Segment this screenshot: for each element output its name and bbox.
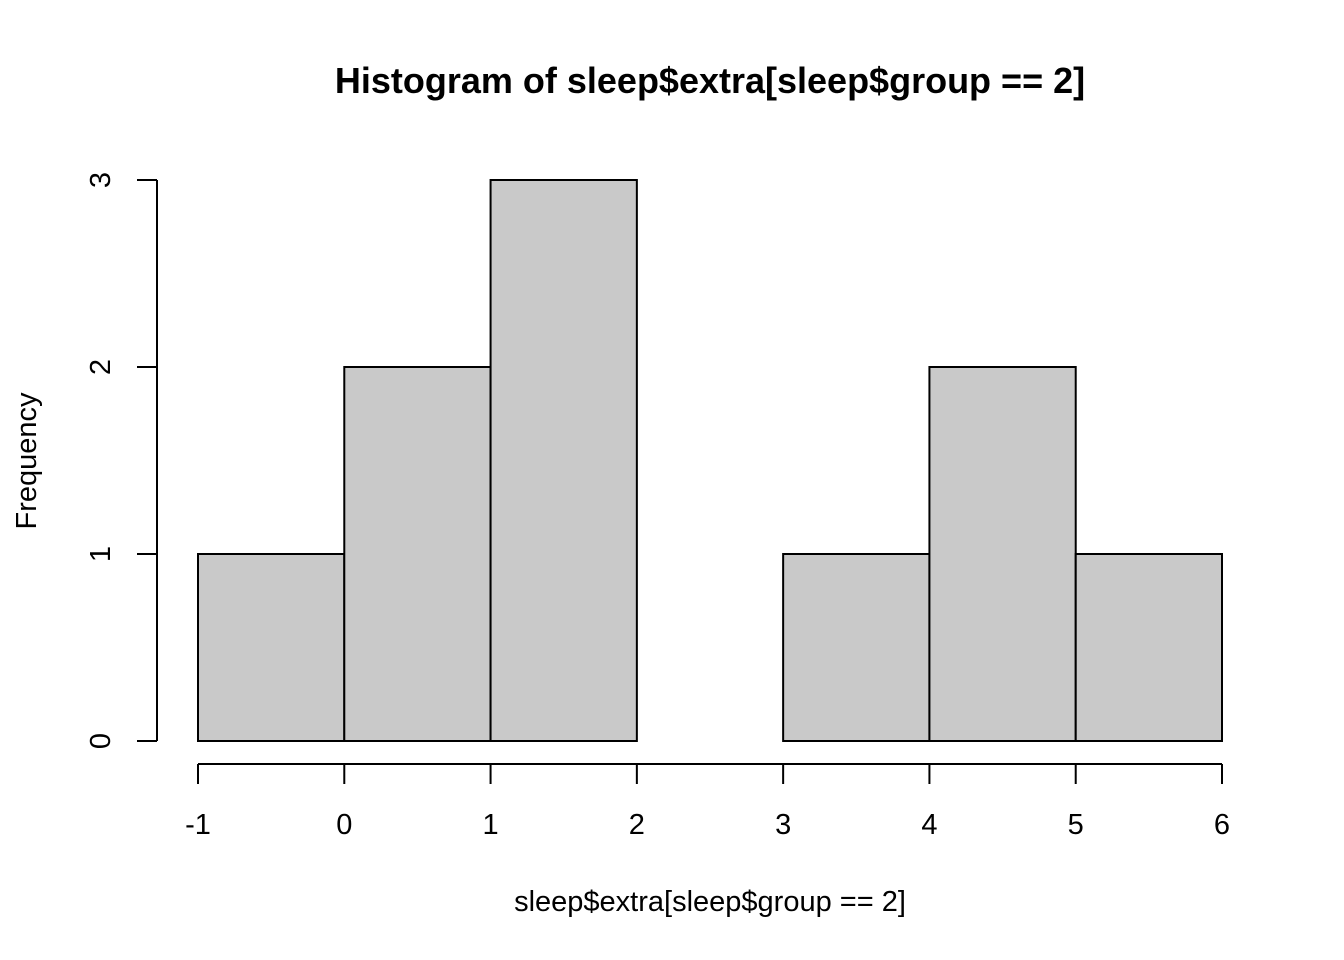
bars-group bbox=[197, 179, 1223, 742]
x-tick-label: 4 bbox=[921, 809, 937, 841]
x-tick-label: 2 bbox=[629, 809, 645, 841]
y-tick-label: 0 bbox=[85, 733, 117, 749]
histogram-bar-0 bbox=[197, 553, 346, 742]
x-tick-label: 3 bbox=[775, 809, 791, 841]
y-tick-label: 3 bbox=[85, 172, 117, 188]
x-axis: -1 0 1 2 3 4 5 6 bbox=[185, 763, 1230, 841]
histogram-bar-4 bbox=[782, 553, 931, 742]
y-axis-label: Frequency bbox=[11, 392, 43, 530]
x-tick-label: 0 bbox=[336, 809, 352, 841]
x-tick-label: 5 bbox=[1068, 809, 1084, 841]
histogram-bar-2 bbox=[489, 179, 638, 742]
histogram-bar-5 bbox=[928, 366, 1077, 742]
x-axis-label: sleep$extra[sleep$group == 2] bbox=[514, 886, 906, 918]
y-tick-label: 1 bbox=[85, 546, 117, 562]
chart-title: Histogram of sleep$extra[sleep$group == … bbox=[335, 60, 1085, 101]
y-axis: 0 1 2 3 bbox=[85, 172, 158, 749]
x-tick-label: -1 bbox=[185, 809, 211, 841]
x-tick-label: 6 bbox=[1214, 809, 1230, 841]
histogram-bar-1 bbox=[343, 366, 492, 742]
histogram-bar-6 bbox=[1074, 553, 1223, 742]
x-tick-label: 1 bbox=[483, 809, 499, 841]
y-tick-label: 2 bbox=[85, 359, 117, 375]
